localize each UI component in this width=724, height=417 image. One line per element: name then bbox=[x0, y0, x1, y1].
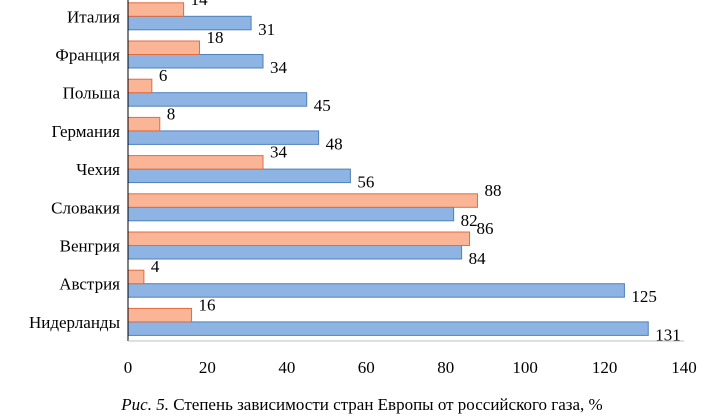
bar-series-blue bbox=[127, 130, 320, 145]
data-label: 45 bbox=[314, 96, 331, 115]
bar-series-orange bbox=[127, 231, 471, 246]
x-tick-label: 140 bbox=[671, 358, 697, 377]
data-label: 34 bbox=[270, 143, 288, 162]
x-tick-label: 0 bbox=[124, 358, 133, 377]
bar-series-orange bbox=[127, 78, 153, 94]
data-label: 34 bbox=[270, 58, 288, 77]
bar-series-blue bbox=[127, 54, 264, 69]
category-label: Нидерланды bbox=[29, 313, 121, 332]
data-label: 56 bbox=[357, 173, 374, 192]
figure-caption: Рис. 5. Степень зависимости стран Европы… bbox=[0, 395, 724, 415]
bar-series-blue bbox=[127, 206, 455, 222]
category-labels-group: Нидерланды Австрия Венгрия Словакия Чехия Гер… bbox=[29, 7, 121, 332]
bar-series-blue bbox=[127, 15, 252, 31]
data-label: 82 bbox=[461, 211, 478, 230]
data-label: 48 bbox=[326, 134, 343, 153]
category-label: Чехия bbox=[76, 160, 120, 179]
bars-group bbox=[127, 2, 649, 336]
x-tick-label: 40 bbox=[278, 358, 295, 377]
category-label: Италия bbox=[67, 7, 120, 26]
data-label: 131 bbox=[655, 325, 681, 344]
bar-series-orange bbox=[127, 40, 200, 55]
category-label: Венгрия bbox=[60, 237, 121, 256]
data-label: 16 bbox=[199, 295, 216, 314]
category-label: Франция bbox=[55, 46, 120, 65]
x-tick-label: 60 bbox=[358, 358, 375, 377]
category-label: Словакия bbox=[51, 198, 120, 217]
data-label: 8 bbox=[167, 104, 176, 123]
x-tick-labels-group: 0 20 40 60 80 100 120 140 bbox=[124, 358, 697, 377]
data-label: 84 bbox=[469, 249, 487, 268]
data-label: 88 bbox=[484, 181, 501, 200]
data-label: 18 bbox=[206, 28, 223, 47]
bar-series-orange bbox=[127, 2, 185, 17]
bar-series-orange bbox=[127, 193, 478, 208]
bar-series-orange bbox=[127, 155, 264, 170]
data-label: 31 bbox=[258, 20, 275, 39]
bar-series-blue bbox=[127, 168, 351, 184]
category-label: Австрия bbox=[59, 275, 120, 294]
figure-label: Рис. 5. bbox=[121, 395, 169, 414]
bar-series-orange bbox=[127, 269, 145, 285]
data-label: 4 bbox=[151, 257, 160, 276]
bar-series-blue bbox=[127, 321, 649, 336]
data-label: 86 bbox=[477, 219, 494, 238]
x-tick-label: 100 bbox=[512, 358, 538, 377]
x-tick-label: 120 bbox=[592, 358, 618, 377]
bar-series-orange bbox=[127, 116, 161, 132]
data-label: 6 bbox=[159, 66, 168, 85]
category-label: Польша bbox=[63, 84, 121, 103]
bar-series-blue bbox=[127, 245, 463, 260]
caption-text: Степень зависимости стран Европы от росс… bbox=[168, 395, 603, 414]
data-label: 125 bbox=[631, 287, 657, 306]
data-label: 14 bbox=[191, 0, 209, 9]
x-tick-label: 80 bbox=[437, 358, 454, 377]
x-tick-label: 20 bbox=[199, 358, 216, 377]
category-label: Германия bbox=[51, 122, 120, 141]
bar-series-orange bbox=[127, 307, 193, 323]
bar-series-blue bbox=[127, 92, 308, 107]
